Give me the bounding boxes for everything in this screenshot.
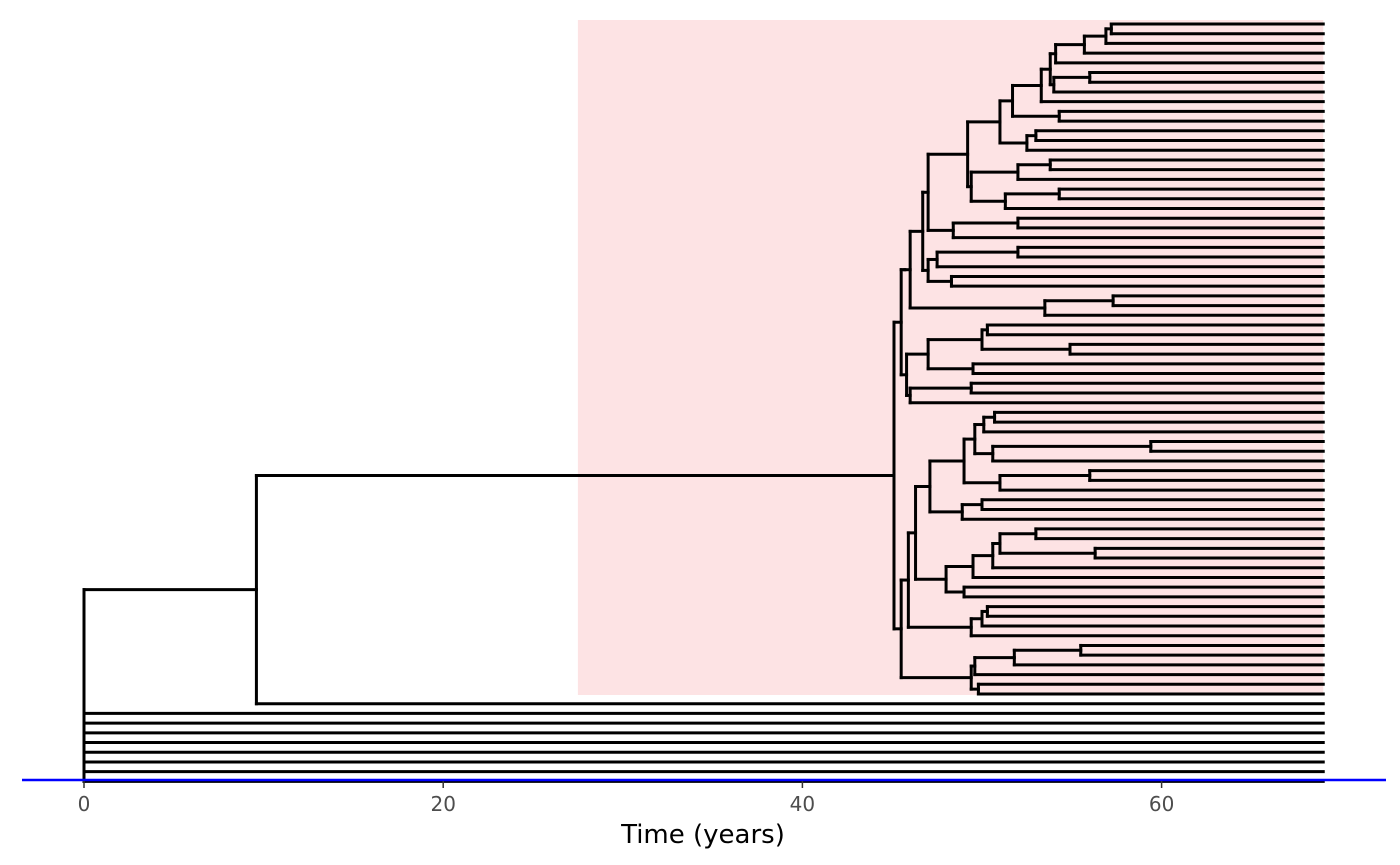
x-axis-title: Time (years) bbox=[620, 820, 785, 850]
x-axis-ticks: 0 20 40 60 bbox=[78, 781, 1174, 816]
x-tick-label: 0 bbox=[78, 792, 91, 816]
x-tick-label: 40 bbox=[790, 792, 815, 816]
x-tick-label: 20 bbox=[430, 792, 455, 816]
x-tick-label: 60 bbox=[1149, 792, 1174, 816]
highlight-band bbox=[577, 20, 1324, 695]
tree-branches bbox=[82, 22, 1325, 783]
